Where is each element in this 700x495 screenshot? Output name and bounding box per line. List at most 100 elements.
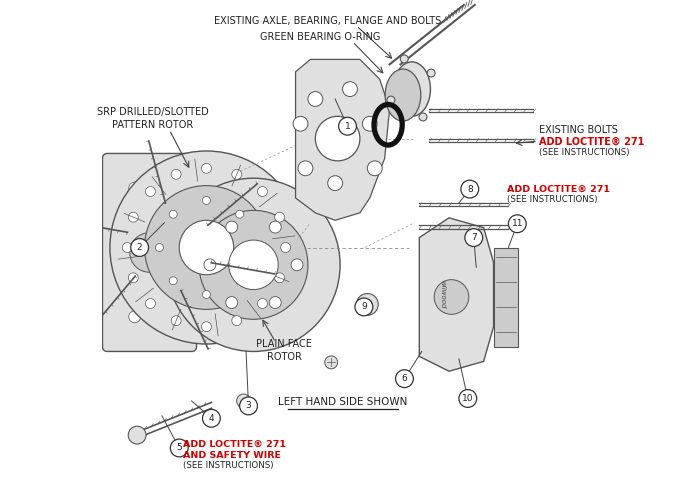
Circle shape (158, 279, 170, 291)
Circle shape (419, 113, 427, 121)
Circle shape (461, 180, 479, 198)
Circle shape (167, 178, 340, 351)
Text: 3: 3 (246, 401, 251, 410)
Circle shape (249, 244, 258, 251)
Circle shape (146, 298, 155, 308)
Circle shape (459, 390, 477, 407)
Circle shape (129, 247, 141, 258)
Text: 10: 10 (462, 394, 474, 403)
Circle shape (122, 243, 132, 252)
Circle shape (342, 82, 358, 97)
Circle shape (129, 214, 141, 226)
Circle shape (130, 233, 169, 272)
Circle shape (355, 298, 373, 316)
Circle shape (199, 210, 308, 319)
Circle shape (387, 96, 395, 104)
Circle shape (232, 316, 242, 326)
Circle shape (291, 259, 303, 271)
Text: EXISTING BOLTS: EXISTING BOLTS (539, 125, 618, 135)
Circle shape (128, 426, 146, 444)
Circle shape (155, 244, 163, 251)
Circle shape (115, 218, 184, 287)
Circle shape (145, 186, 268, 309)
Circle shape (293, 116, 308, 131)
Ellipse shape (393, 62, 430, 116)
Circle shape (226, 297, 237, 308)
Circle shape (232, 169, 242, 179)
Circle shape (363, 116, 377, 131)
Text: AND SAFETY WIRE: AND SAFETY WIRE (183, 451, 281, 460)
Circle shape (169, 210, 177, 218)
Text: 6: 6 (402, 374, 407, 383)
Text: 8: 8 (467, 185, 473, 194)
Circle shape (146, 187, 155, 197)
Circle shape (128, 273, 138, 283)
Circle shape (204, 259, 216, 271)
Text: PLAIN FACE
ROTOR: PLAIN FACE ROTOR (256, 339, 312, 362)
Circle shape (368, 161, 382, 176)
Circle shape (274, 273, 285, 283)
Circle shape (315, 116, 360, 161)
Circle shape (325, 356, 337, 369)
Circle shape (236, 277, 244, 285)
Circle shape (179, 220, 234, 275)
Text: 11: 11 (512, 219, 523, 228)
Circle shape (226, 221, 237, 233)
Text: 7: 7 (471, 233, 477, 242)
Circle shape (158, 182, 170, 194)
Circle shape (202, 163, 211, 173)
Polygon shape (295, 59, 390, 220)
Circle shape (202, 322, 211, 332)
Text: 1: 1 (344, 122, 351, 131)
Circle shape (298, 161, 313, 176)
Text: (SEE INSTRUCTIONS): (SEE INSTRUCTIONS) (508, 195, 598, 204)
Circle shape (131, 239, 148, 256)
Circle shape (363, 299, 372, 309)
Circle shape (270, 221, 281, 233)
Text: LEFT HAND SIDE SHOWN: LEFT HAND SIDE SHOWN (278, 397, 407, 407)
Circle shape (400, 55, 408, 63)
Circle shape (158, 247, 170, 258)
Text: (SEE INSTRUCTIONS): (SEE INSTRUCTIONS) (183, 461, 273, 470)
Circle shape (129, 311, 141, 323)
Circle shape (129, 279, 141, 291)
Circle shape (229, 240, 278, 290)
Circle shape (465, 229, 483, 247)
Circle shape (308, 92, 323, 106)
Circle shape (172, 316, 181, 326)
Circle shape (158, 214, 170, 226)
Polygon shape (494, 248, 518, 346)
Circle shape (258, 187, 267, 197)
Text: ADD LOCTITE® 271: ADD LOCTITE® 271 (508, 185, 610, 194)
Circle shape (110, 151, 303, 344)
Circle shape (202, 197, 211, 204)
Text: 9: 9 (361, 302, 367, 311)
Circle shape (270, 297, 281, 308)
Text: GREEN BEARING O-RING: GREEN BEARING O-RING (260, 32, 381, 42)
Text: SRP DRILLED/SLOTTED
PATTERN ROTOR: SRP DRILLED/SLOTTED PATTERN ROTOR (97, 107, 209, 130)
Circle shape (169, 277, 177, 285)
Ellipse shape (385, 69, 421, 121)
Circle shape (237, 394, 251, 408)
Circle shape (158, 311, 170, 323)
Text: (SEE INSTRUCTIONS): (SEE INSTRUCTIONS) (539, 148, 629, 157)
Text: wilwood: wilwood (440, 280, 446, 309)
Circle shape (427, 69, 435, 77)
Text: 5: 5 (176, 444, 182, 452)
Polygon shape (419, 218, 494, 371)
Text: 4: 4 (209, 414, 214, 423)
Text: ADD LOCTITE® 271: ADD LOCTITE® 271 (183, 440, 286, 449)
Circle shape (395, 370, 414, 388)
Circle shape (434, 280, 469, 314)
Circle shape (356, 294, 378, 315)
Text: EXISTING AXLE, BEARING, FLANGE AND BOLTS: EXISTING AXLE, BEARING, FLANGE AND BOLTS (214, 16, 441, 26)
Circle shape (202, 291, 211, 298)
FancyBboxPatch shape (102, 153, 197, 351)
Circle shape (239, 397, 258, 415)
Circle shape (236, 210, 244, 218)
Circle shape (339, 117, 356, 135)
Circle shape (128, 212, 138, 222)
Circle shape (170, 439, 188, 457)
Circle shape (129, 182, 141, 194)
Circle shape (274, 212, 285, 222)
